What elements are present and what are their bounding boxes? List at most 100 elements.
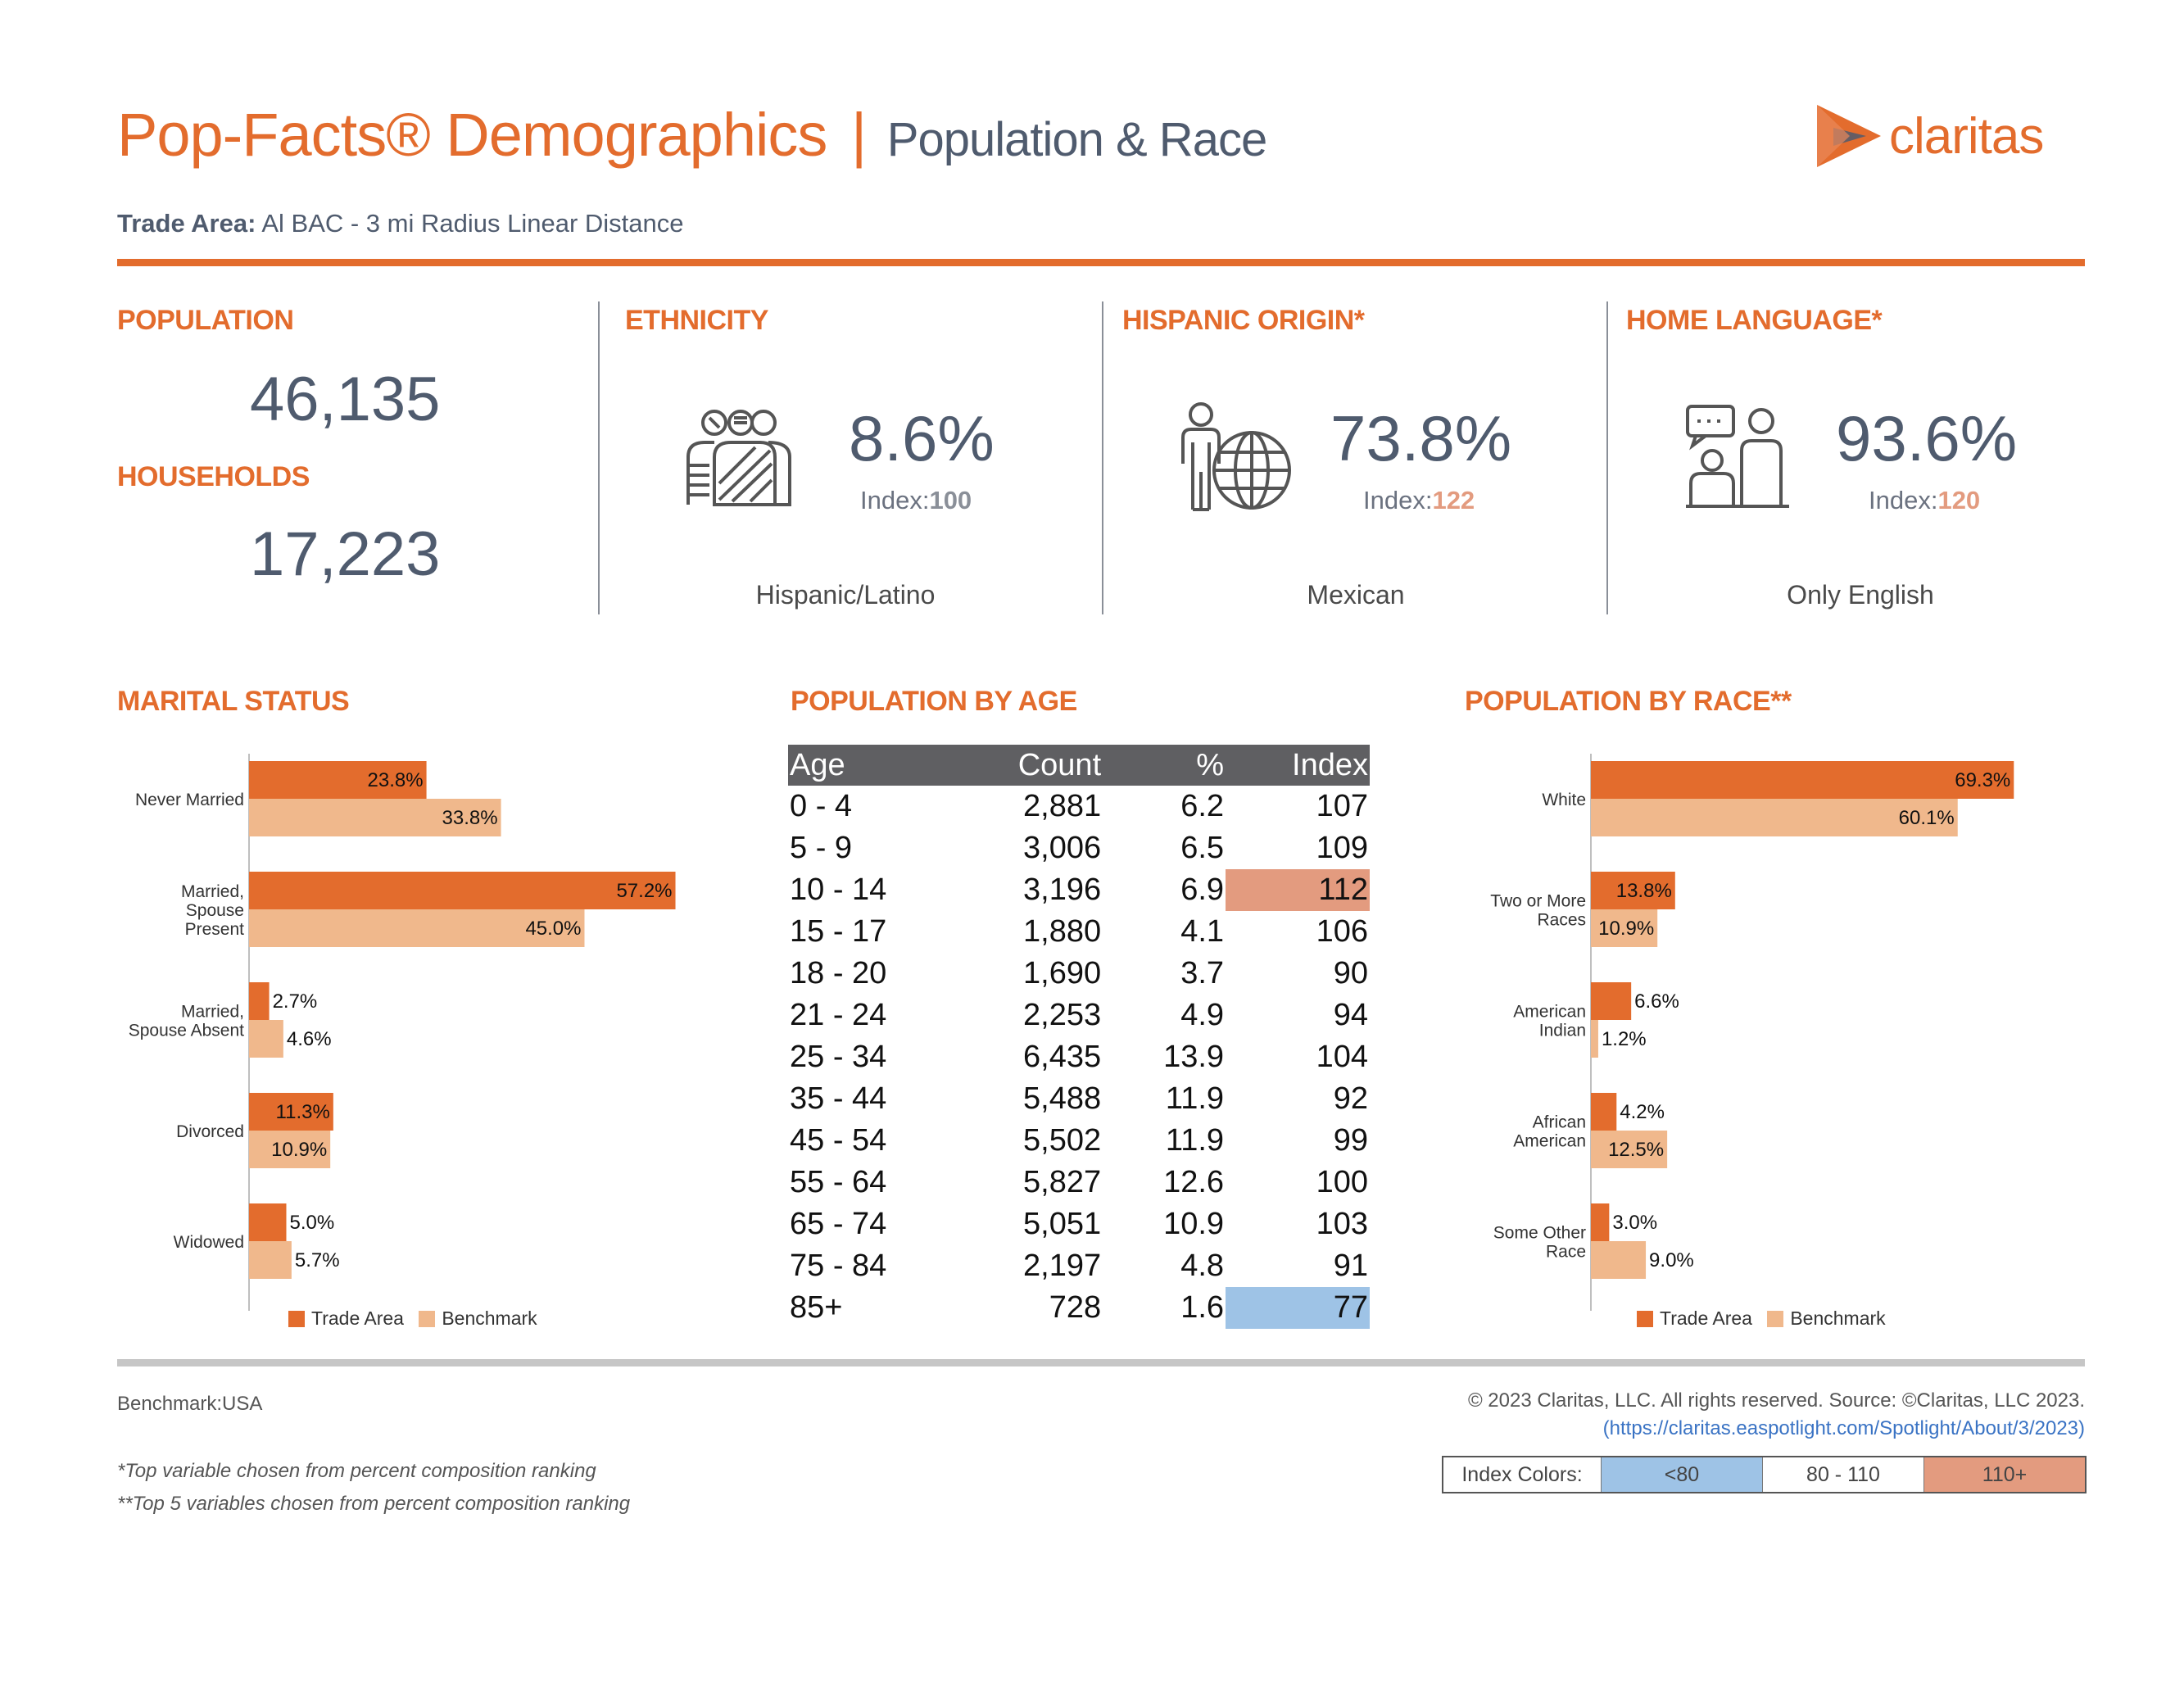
- ethnicity-index: Index:100: [860, 486, 972, 515]
- cell-pct: 6.2: [1180, 789, 1225, 823]
- category-label: Some Other: [1493, 1224, 1586, 1243]
- cell-pct: 11.9: [1165, 1081, 1225, 1116]
- category-label: Races: [1537, 911, 1586, 930]
- bar-trade: [1591, 761, 2014, 799]
- footer-rule: [117, 1359, 2085, 1366]
- race-title: POPULATION BY RACE**: [1465, 686, 1792, 717]
- cell-age: 25 - 34: [790, 1040, 887, 1074]
- bar-trade: [249, 982, 270, 1020]
- category-label: Never Married: [135, 791, 244, 809]
- footnote-2: **Top 5 variables chosen from percent co…: [117, 1493, 631, 1515]
- bar-label-bench: 60.1%: [1899, 807, 1955, 829]
- age-title: POPULATION BY AGE: [791, 686, 1077, 717]
- hispanic-pct: 73.8%: [1330, 402, 1512, 474]
- ethnicity-title: ETHNICITY: [625, 305, 768, 336]
- bar-trade: [249, 872, 676, 909]
- trade-area-label: Trade Area:: [117, 209, 256, 238]
- population-title: POPULATION: [117, 305, 294, 336]
- cell-age: 65 - 74: [790, 1207, 887, 1241]
- bar-label-trade: 4.2%: [1620, 1101, 1665, 1123]
- cell-index: 94: [1333, 998, 1368, 1032]
- col-age: Age: [788, 745, 967, 786]
- hispanic-index-value: 122: [1432, 486, 1475, 514]
- table-row: 35 - 44 5,488 11.9 92: [788, 1078, 1370, 1120]
- cell-index: 103: [1316, 1207, 1368, 1241]
- bar-label-trade: 13.8%: [1616, 880, 1672, 902]
- bar-bench: [1591, 1020, 1598, 1058]
- source-link[interactable]: (https://claritas.easpotlight.com/Spotli…: [1602, 1417, 2085, 1439]
- bar-trade: [1591, 872, 1675, 909]
- bar-bench: [249, 1241, 292, 1279]
- cell-age: 35 - 44: [790, 1081, 887, 1116]
- cell-index: 92: [1333, 1081, 1368, 1116]
- cell-age: 55 - 64: [790, 1165, 887, 1199]
- table-row: 10 - 14 3,196 6.9 112: [788, 869, 1370, 911]
- cell-pct: 13.9: [1163, 1040, 1225, 1074]
- bar-label-trade: 6.6%: [1634, 990, 1679, 1013]
- category-label: African: [1533, 1113, 1586, 1132]
- table-row: 15 - 17 1,880 4.1 106: [788, 911, 1370, 953]
- conversation-icon: [1686, 405, 1789, 508]
- bar-label-bench: 9.0%: [1649, 1249, 1694, 1271]
- cell-count: 5,502: [1023, 1123, 1102, 1158]
- bar-label-trade: 3.0%: [1612, 1212, 1657, 1234]
- cell-count: 728: [1049, 1290, 1102, 1325]
- category-label: Two or More: [1490, 892, 1586, 911]
- col-count: Count: [967, 745, 1103, 786]
- col-index: Index: [1226, 745, 1370, 786]
- bar-label-trade: 69.3%: [1955, 769, 2010, 791]
- category-label: Widowed: [174, 1233, 244, 1252]
- marital-title: MARITAL STATUS: [117, 686, 350, 717]
- cell-pct: 4.8: [1180, 1249, 1225, 1283]
- cell-pct: 6.5: [1180, 831, 1225, 865]
- cell-pct: 11.9: [1165, 1123, 1225, 1158]
- legend-swatch-trade: [1637, 1311, 1653, 1327]
- table-row: 5 - 9 3,006 6.5 109: [788, 827, 1370, 869]
- bar-bench: [249, 1020, 283, 1058]
- households-title: HOUSEHOLDS: [117, 461, 310, 492]
- category-label: Spouse: [186, 901, 244, 920]
- category-label: Married,: [181, 1003, 244, 1022]
- bar-label-bench: 4.6%: [287, 1028, 332, 1050]
- cell-index: 90: [1333, 956, 1368, 990]
- language-index: Index:120: [1869, 486, 1980, 515]
- category-label: American: [1513, 1132, 1586, 1151]
- cell-index: 91: [1333, 1249, 1368, 1283]
- category-label: Present: [185, 920, 245, 939]
- bar-label-bench: 1.2%: [1602, 1028, 1647, 1050]
- bar-label-bench: 33.8%: [442, 807, 498, 829]
- households-value: 17,223: [250, 519, 441, 589]
- cell-count: 6,435: [1023, 1040, 1102, 1074]
- marital-status-chart: 23.8% 33.8% Never Married 57.2% 45.0% Married…: [129, 754, 676, 1311]
- cell-count: 3,006: [1023, 831, 1102, 865]
- benchmark-note: Benchmark:USA: [117, 1393, 263, 1415]
- hispanic-label: Mexican: [1307, 580, 1405, 610]
- bar-label-trade: 5.0%: [290, 1212, 335, 1234]
- cell-pct: 12.6: [1163, 1165, 1225, 1199]
- hispanic-index-label: Index:: [1363, 486, 1433, 514]
- cell-age: 18 - 20: [790, 956, 887, 990]
- table-row: 75 - 84 2,197 4.8 91: [788, 1245, 1370, 1287]
- bar-label-bench: 12.5%: [1608, 1139, 1664, 1161]
- cell-index: 104: [1316, 1040, 1368, 1074]
- footnote-1: *Top variable chosen from percent compos…: [117, 1460, 596, 1482]
- legend-swatch-bench: [1767, 1311, 1784, 1327]
- cell-age: 5 - 9: [790, 831, 853, 865]
- category-label: American: [1513, 1003, 1586, 1022]
- category-label: Married,: [181, 882, 244, 901]
- bar-label-trade: 23.8%: [368, 769, 424, 791]
- table-row: 85+ 728 1.6 77: [788, 1287, 1370, 1329]
- legend-label-trade: Trade Area: [311, 1308, 404, 1329]
- bar-label-bench: 5.7%: [295, 1249, 340, 1271]
- cell-count: 1,690: [1023, 956, 1102, 990]
- cell-index: 100: [1316, 1165, 1368, 1199]
- bar-bench: [1591, 799, 1958, 836]
- bar-bench: [1591, 1131, 1668, 1168]
- cell-pct: 3.7: [1180, 956, 1225, 990]
- bar-label-bench: 10.9%: [271, 1139, 327, 1161]
- category-label: Divorced: [176, 1122, 244, 1141]
- bar-bench: [1591, 909, 1658, 947]
- col-pct: %: [1103, 745, 1226, 786]
- bar-trade: [1591, 1203, 1610, 1241]
- cell-age: 15 - 17: [790, 914, 887, 949]
